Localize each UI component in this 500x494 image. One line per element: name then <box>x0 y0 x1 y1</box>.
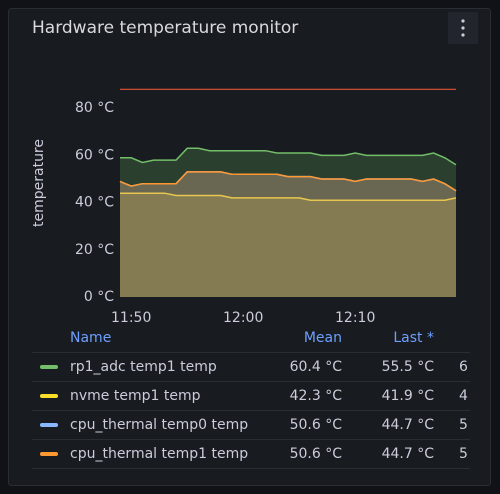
menu-dot[interactable] <box>461 33 465 37</box>
legend-mean: 50.6 °C <box>290 446 343 462</box>
x-tick-label: 11:50 <box>111 310 151 326</box>
y-axis-label: temperature <box>31 139 47 227</box>
y-tick-label: 40 °C <box>75 195 114 211</box>
legend-swatch <box>40 423 58 427</box>
legend-name: rp1_adc temp1 temp <box>70 359 217 375</box>
legend-last: 41.9 °C <box>382 388 435 404</box>
legend-extra: 4 <box>459 388 468 404</box>
legend-last: 44.7 °C <box>382 446 435 462</box>
menu-dot[interactable] <box>461 19 465 23</box>
legend-mean: 60.4 °C <box>290 359 343 375</box>
legend-last: 44.7 °C <box>382 417 435 433</box>
y-tick-label: 80 °C <box>75 100 114 116</box>
legend-swatch <box>40 394 58 398</box>
legend: Name Mean Last * rp1_adc temp1 temp 60.4 °C 5… <box>32 330 470 469</box>
panel-frame <box>8 8 491 486</box>
legend-name: cpu_thermal temp0 temp <box>70 417 248 433</box>
legend-extra: 5 <box>459 446 468 462</box>
legend-name: nvme temp1 temp <box>70 388 201 404</box>
legend-extra: 5 <box>459 417 468 433</box>
y-tick-label: 60 °C <box>75 147 114 163</box>
panel-title: Hardware temperature monitor <box>32 18 298 38</box>
series-line <box>120 147 457 166</box>
legend-header: Name <box>70 330 111 346</box>
x-tick-label: 12:00 <box>223 310 263 326</box>
series-area <box>120 171 456 297</box>
legend-mean: 50.6 °C <box>290 417 343 433</box>
legend-header: Mean <box>304 330 342 346</box>
x-tick-label: 12:10 <box>335 310 375 326</box>
legend-swatch <box>40 452 58 456</box>
series-line <box>119 171 457 192</box>
menu-button[interactable] <box>448 12 478 44</box>
menu-dot[interactable] <box>461 26 465 30</box>
y-tick-label: 20 °C <box>75 242 114 258</box>
legend-extra: 6 <box>459 359 468 375</box>
legend-header: Last * <box>393 330 434 346</box>
legend-name: cpu_thermal temp1 temp <box>70 446 248 462</box>
y-tick-label: 0 °C <box>84 289 114 305</box>
legend-mean: 42.3 °C <box>290 388 343 404</box>
series-area <box>120 171 456 297</box>
series-area <box>120 148 456 297</box>
legend-swatch <box>40 365 58 369</box>
series-area <box>120 193 456 297</box>
series-line <box>120 192 457 201</box>
chart: temperature 0 °C 20 °C 40 °C 60 °C 80 °C 11:50… <box>31 88 457 326</box>
legend-last: 55.5 °C <box>382 359 435 375</box>
